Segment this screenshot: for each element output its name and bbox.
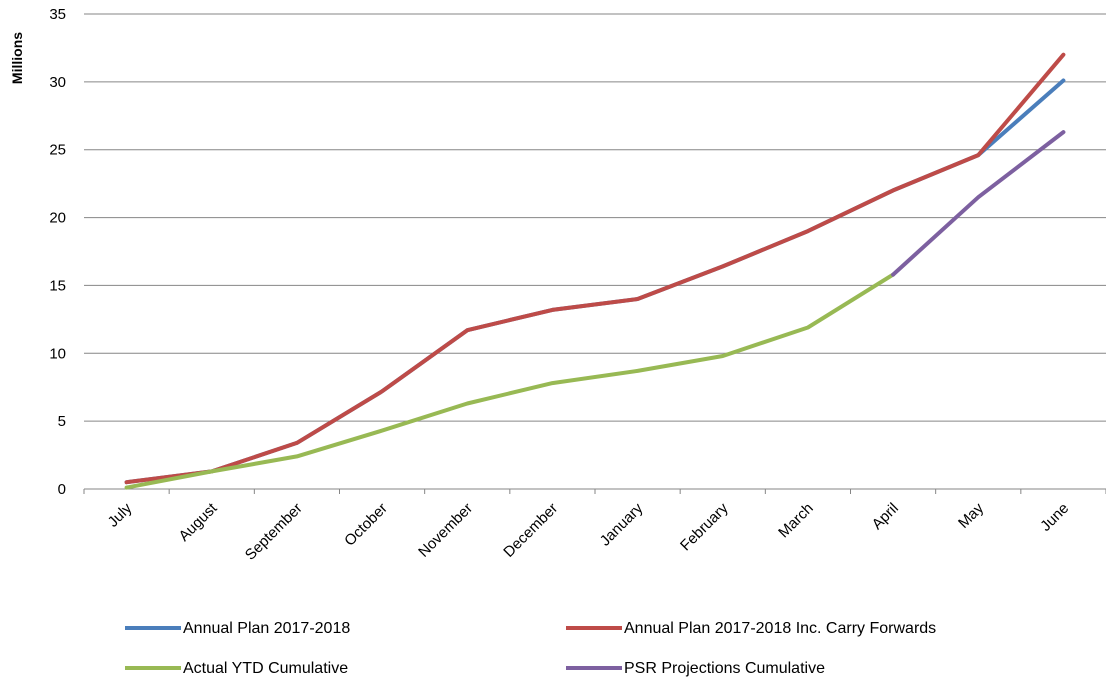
- series-lines: [124, 52, 1066, 490]
- x-tick-label: June: [1037, 500, 1072, 535]
- x-tick-label: July: [105, 499, 136, 530]
- legend-item: Annual Plan 2017-2018 Inc. Carry Forward…: [566, 620, 936, 637]
- x-tick-label: November: [415, 500, 476, 561]
- y-tick-labels: 0 5 10 15 20 25 30 35: [49, 6, 66, 498]
- x-tick-labels: July August September October November Decemb…: [83, 489, 1106, 564]
- legend-label: PSR Projections Cumulative: [624, 660, 825, 677]
- legend-item: Actual YTD Cumulative: [125, 660, 348, 677]
- series-line-2: [124, 52, 1066, 485]
- x-tick-label: December: [500, 500, 561, 561]
- y-tick-label: 10: [49, 345, 66, 362]
- legend-item: Annual Plan 2017-2018: [125, 620, 350, 637]
- y-tick-label: 20: [49, 210, 66, 227]
- legend-label: Annual Plan 2017-2018: [183, 620, 350, 637]
- x-tick-label: September: [242, 500, 306, 564]
- y-axis-label: Millions: [9, 32, 25, 84]
- series-line-4: [891, 130, 1066, 277]
- x-tick-label: April: [869, 500, 902, 533]
- series-line-1: [124, 78, 1066, 485]
- y-tick-label: 0: [58, 481, 66, 498]
- series-line-3: [124, 272, 896, 490]
- x-tick-label: August: [176, 499, 222, 545]
- legend-item: PSR Projections Cumulative: [566, 660, 825, 677]
- y-tick-label: 5: [58, 413, 66, 430]
- y-tick-label: 35: [49, 6, 66, 23]
- y-tick-label: 30: [49, 74, 66, 91]
- y-tick-label: 15: [49, 277, 66, 294]
- x-tick-label: October: [341, 500, 391, 550]
- gridlines: [84, 13, 1106, 490]
- legend-label: Annual Plan 2017-2018 Inc. Carry Forward…: [624, 620, 936, 637]
- x-tick-label: February: [677, 499, 732, 554]
- legend: Annual Plan 2017-2018 Annual Plan 2017-20…: [125, 620, 936, 677]
- x-tick-label: May: [955, 499, 987, 531]
- x-tick-label: January: [597, 499, 647, 549]
- legend-label: Actual YTD Cumulative: [183, 660, 348, 677]
- x-tick-label: March: [775, 500, 816, 541]
- y-tick-label: 25: [49, 142, 66, 159]
